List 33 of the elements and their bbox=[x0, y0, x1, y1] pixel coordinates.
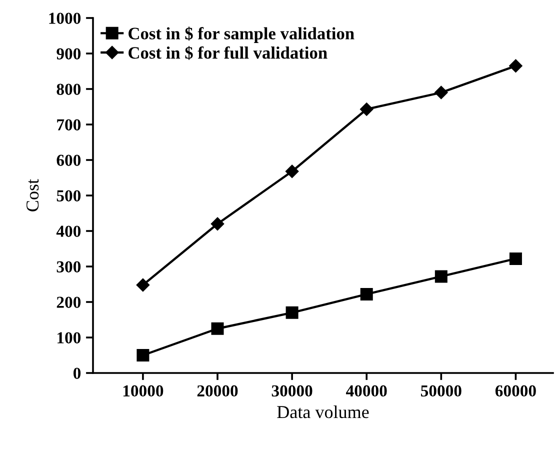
y-tick-label: 100 bbox=[58, 332, 81, 344]
x-tick-label: 40000 bbox=[346, 385, 387, 397]
point bbox=[136, 349, 150, 362]
y-tick-label: 200 bbox=[56, 296, 81, 308]
y-tick-label: 700 bbox=[57, 119, 81, 130]
x-tick-label: 30000 bbox=[272, 385, 312, 397]
point bbox=[360, 288, 373, 300]
point bbox=[210, 217, 224, 230]
y-tick-label: 300 bbox=[56, 261, 81, 272]
y-axis-title: Cost bbox=[26, 179, 39, 212]
x-tick-label: 60000 bbox=[495, 385, 536, 397]
x-tick-label: 20000 bbox=[197, 385, 238, 397]
y-tick-label: 0 bbox=[73, 368, 81, 379]
point bbox=[434, 270, 448, 283]
legend-label: Cost in $ for full validation bbox=[128, 46, 328, 60]
y-tick-label: 400 bbox=[56, 226, 81, 237]
x-tick-label: 10000 bbox=[123, 385, 164, 397]
point bbox=[434, 86, 448, 100]
legend-label: Cost in $ for sample validation bbox=[128, 26, 354, 43]
x-tick-label: 50000 bbox=[421, 385, 462, 397]
y-tick-label: 1000 bbox=[49, 12, 81, 24]
point bbox=[286, 306, 298, 319]
point bbox=[211, 322, 224, 335]
x-axis-title: Data volume bbox=[277, 405, 369, 418]
point bbox=[509, 59, 522, 73]
y-tick-label: 900 bbox=[56, 48, 81, 60]
y-tick-label: 600 bbox=[56, 154, 81, 166]
y-tick-label: 500 bbox=[56, 190, 81, 202]
y-tick-label: 800 bbox=[56, 84, 81, 95]
point bbox=[509, 252, 522, 265]
point bbox=[360, 102, 374, 116]
point bbox=[285, 164, 299, 178]
point bbox=[136, 278, 150, 292]
